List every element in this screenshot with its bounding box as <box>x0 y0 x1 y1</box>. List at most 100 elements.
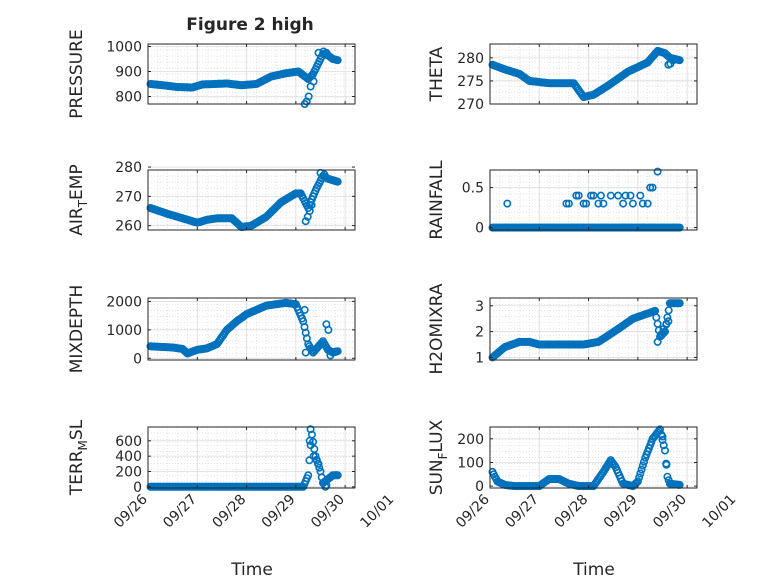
data-point <box>307 201 316 210</box>
data-point <box>310 444 319 453</box>
y-axis-label: H2OMIXRA <box>427 283 447 374</box>
data-point <box>628 199 637 208</box>
y-axis-label: PRESSURE <box>67 29 87 118</box>
data-point <box>660 446 669 455</box>
figure-title: Figure 2 high <box>186 15 314 35</box>
data-point <box>619 199 628 208</box>
y-tick-label: 400 <box>115 449 142 465</box>
subplot-theta: 270 275 280 THETA <box>427 43 698 113</box>
y-tick-label: 0 <box>475 221 484 237</box>
data-point <box>304 92 313 101</box>
data-point <box>333 347 342 356</box>
y-tick-label: 3 <box>475 299 484 315</box>
y-tick-label: 1 <box>475 350 484 366</box>
data-series <box>488 299 684 362</box>
y-tick-label: 800 <box>115 90 142 106</box>
data-point <box>333 177 342 186</box>
data-point <box>675 223 684 232</box>
y-tick-label: 600 <box>115 434 142 450</box>
axes-box <box>147 43 356 105</box>
y-tick-label: 0.5 <box>462 181 484 197</box>
y-tick-label: 2000 <box>106 294 142 310</box>
axes-box <box>147 426 356 489</box>
data-point <box>669 56 678 65</box>
axes-box <box>489 43 698 105</box>
major-grid <box>147 298 355 360</box>
data-point <box>333 471 342 480</box>
data-point <box>314 459 323 468</box>
data-point <box>333 56 342 65</box>
data-point <box>653 167 662 176</box>
data-series <box>488 425 684 491</box>
data-point <box>589 191 598 200</box>
data-point <box>322 48 331 57</box>
data-series <box>488 167 684 232</box>
data-point <box>636 469 645 478</box>
data-point <box>606 191 615 200</box>
plot-area <box>490 170 697 230</box>
y-tick-label: 0 <box>133 480 142 496</box>
data-series <box>488 46 684 102</box>
y-axis-label: AIRTEMP <box>67 164 90 235</box>
subplot-pressure: 800 900 1000 PRESSURE <box>67 29 356 119</box>
subplot-air-temp: 260 270 280 AIRTEMP <box>67 160 356 236</box>
x-axis-label-left: Time <box>230 560 273 580</box>
data-point <box>574 191 583 200</box>
data-point <box>314 48 323 57</box>
y-axis-label: MIXDEPTH <box>67 285 87 374</box>
data-point <box>312 455 321 464</box>
x-axis-label-right: Time <box>572 560 615 580</box>
data-series <box>146 168 342 232</box>
plot-area <box>148 427 355 488</box>
data-point <box>582 199 591 208</box>
data-point <box>637 465 646 474</box>
data-point <box>648 183 657 192</box>
axes-box <box>147 297 356 361</box>
data-point <box>658 435 667 444</box>
data-point <box>572 191 581 200</box>
data-point <box>301 217 310 226</box>
data-point <box>638 461 647 470</box>
data-series <box>146 47 342 109</box>
y-tick-label: 200 <box>457 432 484 448</box>
y-tick-label: 280 <box>115 160 142 176</box>
data-point <box>305 456 314 465</box>
data-point <box>579 199 588 208</box>
data-point <box>614 191 623 200</box>
y-axis-label: SUNFLUX <box>427 419 450 495</box>
data-point <box>300 305 309 314</box>
data-point <box>562 199 571 208</box>
data-point <box>309 437 318 446</box>
data-point <box>586 191 595 200</box>
axes-box <box>147 169 356 231</box>
data-point <box>305 436 314 445</box>
data-point <box>594 199 603 208</box>
data-point <box>503 199 512 208</box>
subplot-mixdepth: 0 1000 2000 MIXDEPTH <box>67 285 356 374</box>
y-tick-label: 275 <box>457 74 484 90</box>
data-point <box>309 77 318 86</box>
y-tick-label: 270 <box>457 97 484 113</box>
y-tick-label: 0 <box>475 479 484 495</box>
y-tick-label: 100 <box>457 455 484 471</box>
data-point <box>658 432 667 441</box>
data-series <box>146 298 342 360</box>
y-tick-label: 2 <box>475 325 484 341</box>
axes-box <box>489 426 698 489</box>
data-point <box>564 199 573 208</box>
y-axis-label: RAINFALL <box>427 160 447 240</box>
y-tick-label: 900 <box>115 65 142 81</box>
data-point <box>635 473 644 482</box>
y-tick-label: 200 <box>115 465 142 481</box>
subplot-h2omixra: 1 2 3 H2OMIXRA <box>427 283 698 375</box>
data-point <box>675 299 684 308</box>
data-point <box>596 191 605 200</box>
data-point <box>306 425 315 434</box>
data-point <box>324 325 333 334</box>
y-axis-label: THETA <box>427 46 447 102</box>
y-tick-label: 1000 <box>106 323 142 339</box>
data-point <box>320 170 329 179</box>
major-grid <box>147 166 355 230</box>
data-point <box>653 337 662 346</box>
